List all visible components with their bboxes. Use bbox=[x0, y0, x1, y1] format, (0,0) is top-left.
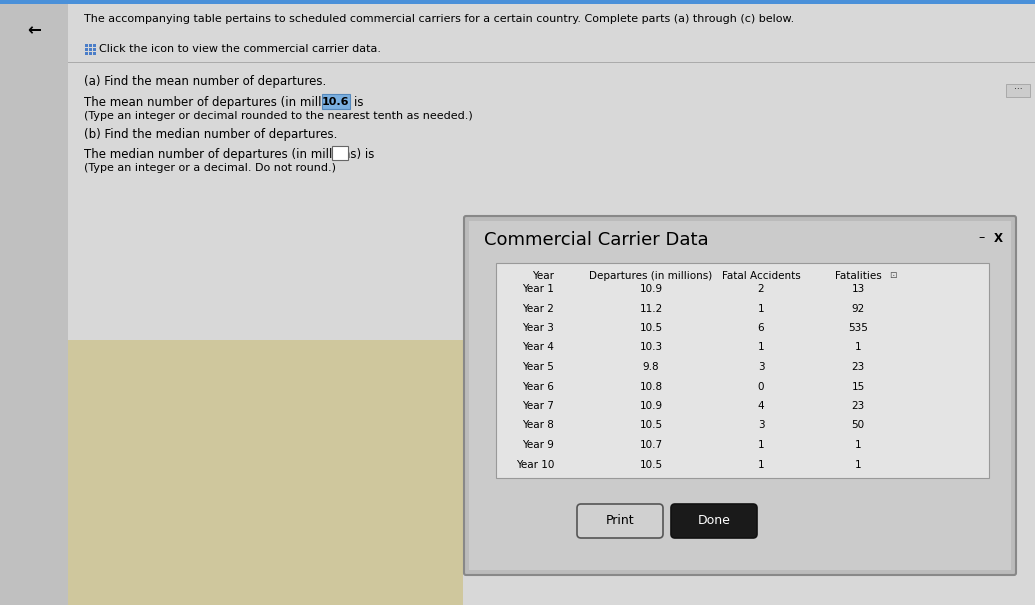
Text: 13: 13 bbox=[852, 284, 864, 294]
Text: Departures (in millions): Departures (in millions) bbox=[589, 271, 713, 281]
Text: (a) Find the mean number of departures.: (a) Find the mean number of departures. bbox=[84, 75, 326, 88]
Text: Fatalities: Fatalities bbox=[834, 271, 882, 281]
Text: Year 7: Year 7 bbox=[522, 401, 554, 411]
Text: 1: 1 bbox=[758, 342, 764, 353]
Text: Year 3: Year 3 bbox=[522, 323, 554, 333]
FancyBboxPatch shape bbox=[89, 48, 92, 51]
FancyBboxPatch shape bbox=[576, 504, 663, 538]
FancyBboxPatch shape bbox=[93, 52, 96, 55]
Text: The mean number of departures (in millions) is: The mean number of departures (in millio… bbox=[84, 96, 367, 109]
FancyBboxPatch shape bbox=[85, 44, 88, 47]
Text: 1: 1 bbox=[758, 460, 764, 469]
Text: Year 8: Year 8 bbox=[522, 420, 554, 431]
FancyBboxPatch shape bbox=[93, 48, 96, 51]
FancyBboxPatch shape bbox=[469, 221, 1011, 570]
Text: Year 6: Year 6 bbox=[522, 382, 554, 391]
Text: ←: ← bbox=[27, 21, 41, 39]
Text: Year 1: Year 1 bbox=[522, 284, 554, 294]
Text: 11.2: 11.2 bbox=[640, 304, 662, 313]
Text: 23: 23 bbox=[852, 401, 864, 411]
FancyBboxPatch shape bbox=[0, 0, 68, 605]
FancyBboxPatch shape bbox=[93, 44, 96, 47]
FancyBboxPatch shape bbox=[0, 0, 1035, 4]
Text: 92: 92 bbox=[852, 304, 864, 313]
Text: 10.3: 10.3 bbox=[640, 342, 662, 353]
FancyBboxPatch shape bbox=[464, 216, 1016, 575]
Text: 6: 6 bbox=[758, 323, 764, 333]
Text: 10.7: 10.7 bbox=[640, 440, 662, 450]
FancyBboxPatch shape bbox=[1006, 84, 1030, 97]
Text: 2: 2 bbox=[758, 284, 764, 294]
Text: The accompanying table pertains to scheduled commercial carriers for a certain c: The accompanying table pertains to sched… bbox=[84, 14, 794, 24]
Text: Fatal Accidents: Fatal Accidents bbox=[721, 271, 800, 281]
Text: (b) Find the median number of departures.: (b) Find the median number of departures… bbox=[84, 128, 337, 141]
Text: 10.5: 10.5 bbox=[640, 460, 662, 469]
FancyBboxPatch shape bbox=[68, 340, 463, 605]
FancyBboxPatch shape bbox=[85, 52, 88, 55]
Text: 9.8: 9.8 bbox=[643, 362, 659, 372]
Text: Year 9: Year 9 bbox=[522, 440, 554, 450]
FancyBboxPatch shape bbox=[671, 504, 757, 538]
Text: Print: Print bbox=[605, 514, 634, 528]
Text: 535: 535 bbox=[848, 323, 868, 333]
Text: 1: 1 bbox=[855, 342, 861, 353]
Text: Year 2: Year 2 bbox=[522, 304, 554, 313]
Text: ⊡: ⊡ bbox=[889, 272, 896, 281]
Text: 10.6: 10.6 bbox=[322, 97, 350, 107]
FancyBboxPatch shape bbox=[85, 48, 88, 51]
Text: 23: 23 bbox=[852, 362, 864, 372]
Text: (Type an integer or decimal rounded to the nearest tenth as needed.): (Type an integer or decimal rounded to t… bbox=[84, 111, 473, 121]
Text: X: X bbox=[994, 232, 1003, 244]
Text: 10.8: 10.8 bbox=[640, 382, 662, 391]
FancyBboxPatch shape bbox=[332, 146, 348, 160]
Text: 10.9: 10.9 bbox=[640, 401, 662, 411]
Text: 1: 1 bbox=[855, 440, 861, 450]
Text: 3: 3 bbox=[758, 362, 764, 372]
Text: 1: 1 bbox=[855, 460, 861, 469]
Text: ···: ··· bbox=[1013, 85, 1023, 94]
Text: 3: 3 bbox=[758, 420, 764, 431]
Text: –: – bbox=[979, 232, 985, 244]
Text: 4: 4 bbox=[758, 401, 764, 411]
Text: Year 5: Year 5 bbox=[522, 362, 554, 372]
Text: Year: Year bbox=[532, 271, 554, 281]
Text: Commercial Carrier Data: Commercial Carrier Data bbox=[484, 231, 709, 249]
Text: Click the icon to view the commercial carrier data.: Click the icon to view the commercial ca… bbox=[99, 44, 381, 54]
FancyBboxPatch shape bbox=[89, 44, 92, 47]
Text: 1: 1 bbox=[758, 440, 764, 450]
Text: 10.5: 10.5 bbox=[640, 323, 662, 333]
FancyBboxPatch shape bbox=[322, 94, 350, 109]
FancyBboxPatch shape bbox=[496, 263, 989, 478]
Text: 10.5: 10.5 bbox=[640, 420, 662, 431]
Text: The median number of departures (in millions) is: The median number of departures (in mill… bbox=[84, 148, 378, 161]
Text: 10.9: 10.9 bbox=[640, 284, 662, 294]
Text: Year 10: Year 10 bbox=[515, 460, 554, 469]
Text: (Type an integer or a decimal. Do not round.): (Type an integer or a decimal. Do not ro… bbox=[84, 163, 336, 173]
Text: 50: 50 bbox=[852, 420, 864, 431]
Text: Year 4: Year 4 bbox=[522, 342, 554, 353]
Text: 15: 15 bbox=[852, 382, 864, 391]
Text: Done: Done bbox=[698, 514, 731, 528]
Text: 0: 0 bbox=[758, 382, 764, 391]
Text: 1: 1 bbox=[758, 304, 764, 313]
FancyBboxPatch shape bbox=[89, 52, 92, 55]
